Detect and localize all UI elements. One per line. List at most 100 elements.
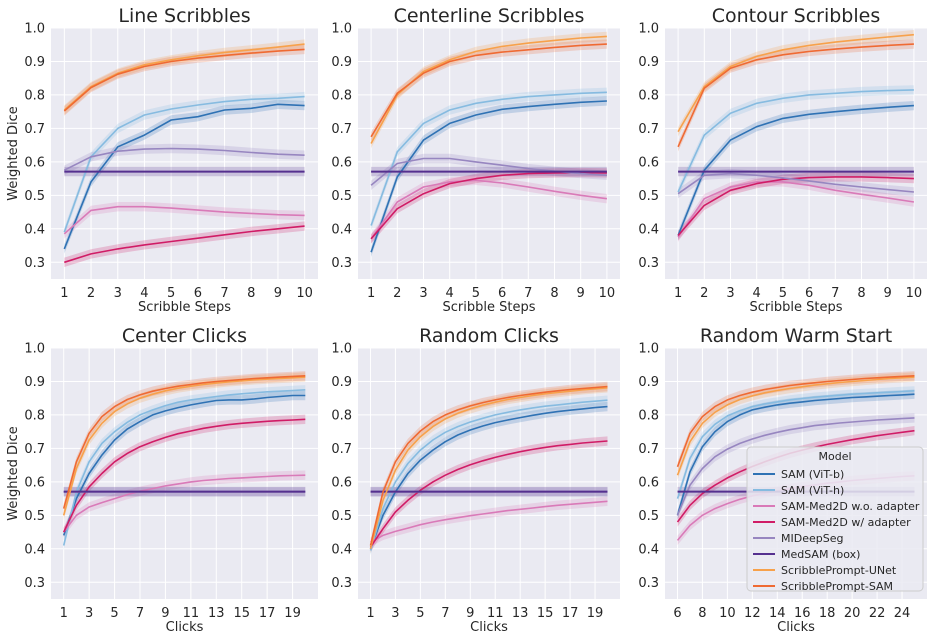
x-tick-label: 9 xyxy=(577,286,585,301)
legend-item-medsam-box: MedSAM (box) xyxy=(781,548,860,561)
series-line-sam-vit-b xyxy=(676,393,915,516)
x-tick-label: 1 xyxy=(60,286,68,301)
band-sam-vit-h xyxy=(677,386,915,504)
y-tick-label: 0.9 xyxy=(331,55,352,70)
x-tick-label: 7 xyxy=(136,606,144,621)
x-tick-label: 11 xyxy=(183,606,200,621)
series-line-sam-vit-b xyxy=(62,394,306,536)
series-line-sam-vit-h xyxy=(677,89,914,193)
x-tick-label: 4 xyxy=(753,286,761,301)
y-tick-label: 1.0 xyxy=(24,342,45,357)
plot-background xyxy=(665,28,927,279)
x-tick-label: 2 xyxy=(87,286,95,301)
x-tick-label: 10 xyxy=(906,286,923,301)
plot-background xyxy=(358,28,620,279)
series-line-sam-vit-b xyxy=(369,405,608,550)
y-axis-label: Weighted Dice xyxy=(6,426,21,520)
chart-title: Contour Scribbles xyxy=(712,5,881,27)
band-sam-med2d-w-adapter xyxy=(371,167,607,244)
y-tick-label: 0.5 xyxy=(638,509,659,524)
x-tick-label: 13 xyxy=(208,606,225,621)
x-axis-label: Clicks xyxy=(166,620,204,635)
x-tick-label: 9 xyxy=(884,286,892,301)
band-sam-vit-h xyxy=(64,91,305,237)
x-tick-label: 6 xyxy=(805,286,813,301)
x-tick-label: 11 xyxy=(487,606,504,621)
x-tick-label: 10 xyxy=(296,286,313,301)
x-tick-label: 1 xyxy=(367,286,375,301)
y-tick-label: 0.8 xyxy=(331,88,352,103)
series-line-sam-med2d-w-o-adapter xyxy=(677,181,915,238)
y-tick-label: 0.7 xyxy=(331,122,352,137)
y-tick-label: 1.0 xyxy=(24,22,45,37)
chart-title: Random Warm Start xyxy=(700,325,892,347)
y-tick-label: 0.9 xyxy=(638,55,659,70)
chart-title: Center Clicks xyxy=(122,325,247,347)
series-line-sam-vit-h xyxy=(369,399,608,551)
legend-item-sam-vit-h: SAM (ViT-h) xyxy=(781,484,844,497)
series-line-sam-med2d-w-adapter xyxy=(64,225,305,264)
band-sam-vit-b xyxy=(678,101,914,241)
x-tick-label: 6 xyxy=(673,606,681,621)
band-scribbleprompt-unet xyxy=(63,372,306,520)
y-tick-label: 0.3 xyxy=(331,576,352,591)
x-tick-label: 3 xyxy=(419,286,427,301)
y-tick-label: 0.4 xyxy=(331,542,352,557)
legend-item-scribbleprompt-unet: ScribblePrompt-UNet xyxy=(781,564,897,577)
x-tick-label: 6 xyxy=(498,286,506,301)
y-tick-label: 0.3 xyxy=(638,256,659,271)
x-tick-label: 1 xyxy=(366,606,374,621)
series-line-mideepseg xyxy=(677,172,914,195)
series-line-sam-med2d-w-o-adapter xyxy=(370,500,608,543)
y-tick-label: 0.9 xyxy=(24,375,45,390)
x-tick-label: 3 xyxy=(726,286,734,301)
x-tick-label: 7 xyxy=(524,286,532,301)
band-sam-vit-b xyxy=(63,390,306,541)
x-tick-label: 4 xyxy=(140,286,148,301)
x-tick-label: 9 xyxy=(274,286,282,301)
x-tick-label: 24 xyxy=(894,606,911,621)
x-tick-label: 4 xyxy=(446,286,454,301)
band-sam-vit-h xyxy=(678,85,914,197)
y-tick-label: 0.3 xyxy=(638,576,659,591)
x-tick-label: 1 xyxy=(674,286,682,301)
series-line-scribbleprompt-sam xyxy=(62,375,306,509)
chart-title: Line Scribbles xyxy=(118,5,250,27)
series-line-scribbleprompt-sam xyxy=(63,48,305,112)
series-line-scribbleprompt-unet xyxy=(677,33,914,133)
y-tick-label: 0.5 xyxy=(331,509,352,524)
band-mideepseg xyxy=(371,153,607,190)
y-tick-label: 0.5 xyxy=(24,189,45,204)
series-line-sam-vit-h xyxy=(63,95,305,233)
series-line-sam-med2d-w-o-adapter xyxy=(370,179,608,240)
y-tick-label: 0.8 xyxy=(638,88,659,103)
legend-title: Model xyxy=(818,450,851,463)
x-axis-label: Scribble Steps xyxy=(138,300,231,315)
x-tick-label: 9 xyxy=(161,606,169,621)
x-tick-label: 12 xyxy=(744,606,761,621)
x-tick-label: 20 xyxy=(844,606,861,621)
legend-item-sam-med2d-w-o-adapter: SAM-Med2D w.o. adapter xyxy=(781,500,920,513)
x-tick-label: 17 xyxy=(562,606,579,621)
series-line-sam-med2d-w-o-adapter xyxy=(63,474,306,533)
band-sam-med2d-w-o-adapter xyxy=(64,202,305,239)
chart-panel-random-clicks: 0.30.40.50.60.70.80.91.01 3 5 7 9 11 13 15 17 19R… xyxy=(331,325,620,635)
x-tick-label: 17 xyxy=(259,606,276,621)
y-tick-label: 0.9 xyxy=(24,55,45,70)
x-tick-label: 6 xyxy=(194,286,202,301)
chart-title: Random Clicks xyxy=(419,325,559,347)
legend-item-scribbleprompt-sam: ScribblePrompt-SAM xyxy=(781,580,893,593)
y-tick-label: 0.6 xyxy=(331,475,352,490)
x-axis-label: Scribble Steps xyxy=(750,300,843,315)
band-sam-med2d-w-adapter xyxy=(677,426,915,527)
y-tick-label: 0.6 xyxy=(24,155,45,170)
x-tick-label: 5 xyxy=(110,606,118,621)
series-line-sam-vit-h xyxy=(676,390,915,499)
band-sam-vit-h xyxy=(63,385,306,551)
band-scribbleprompt-unet xyxy=(678,30,914,137)
x-tick-label: 15 xyxy=(537,606,554,621)
y-tick-label: 0.5 xyxy=(331,189,352,204)
x-tick-label: 19 xyxy=(284,606,301,621)
x-axis-label: Clicks xyxy=(777,620,815,635)
